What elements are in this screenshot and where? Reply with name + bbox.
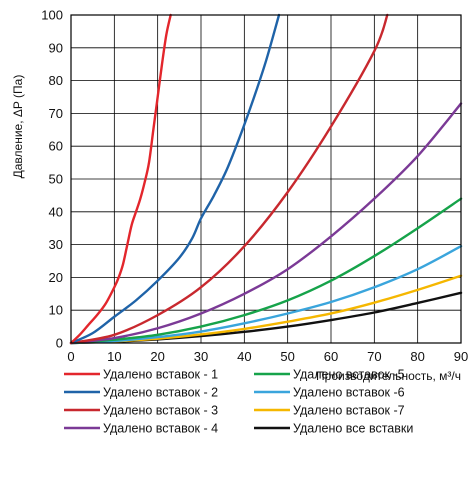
- x-tick-label: 10: [107, 349, 121, 364]
- legend-label: Удалено вставок - 4: [103, 422, 218, 436]
- y-axis-title: Давление, ΔP (Па): [11, 75, 25, 179]
- x-tick-label: 90: [454, 349, 468, 364]
- y-tick-label: 90: [49, 40, 63, 55]
- y-tick-label: 30: [49, 237, 63, 252]
- x-tick-label: 60: [324, 349, 338, 364]
- x-tick-label: 40: [237, 349, 251, 364]
- y-tick-label: 50: [49, 172, 63, 187]
- x-tick-label: 30: [194, 349, 208, 364]
- series-line: [69, 13, 281, 345]
- y-tick-label: 0: [56, 336, 63, 351]
- legend-label: Удалено вставок - 2: [103, 386, 218, 400]
- x-tick-label: 20: [150, 349, 164, 364]
- y-tick-label: 10: [49, 303, 63, 318]
- legend-label: Удалено вставок - 3: [103, 404, 218, 418]
- y-tick-label: 20: [49, 270, 63, 285]
- legend-label: Удалено вставок -7: [293, 404, 405, 418]
- y-tick-label: 80: [49, 73, 63, 88]
- y-tick-label: 60: [49, 139, 63, 154]
- series-line: [69, 245, 463, 345]
- series-line: [69, 102, 463, 345]
- tick-labels: 0 10 20 30 40 50 60 70 80 90 0 10 20 30 40 50 60 70 80 90 10…: [41, 8, 468, 365]
- legend-label: Удалено все вставки: [293, 422, 413, 436]
- legend-label: Удалено вставок -6: [293, 386, 405, 400]
- series-line: [69, 13, 389, 345]
- x-tick-label: 50: [280, 349, 294, 364]
- x-tick-label: 0: [67, 349, 74, 364]
- legend: Удалено вставок - 1 Удалено вставок - 2 Уд…: [64, 368, 413, 436]
- series-line: [69, 13, 172, 345]
- x-axis-title: Производительность, м³/ч: [316, 369, 461, 383]
- series-layer: [69, 13, 463, 345]
- y-tick-label: 40: [49, 204, 63, 219]
- x-tick-label: 80: [410, 349, 424, 364]
- x-tick-label: 70: [367, 349, 381, 364]
- legend-label: Удалено вставок - 1: [103, 368, 218, 382]
- plot-frame: [70, 14, 462, 344]
- legend-label: Удалено вставок -5: [293, 368, 405, 382]
- series-line: [69, 197, 463, 345]
- y-tick-label: 100: [41, 8, 63, 23]
- y-tick-label: 70: [49, 106, 63, 121]
